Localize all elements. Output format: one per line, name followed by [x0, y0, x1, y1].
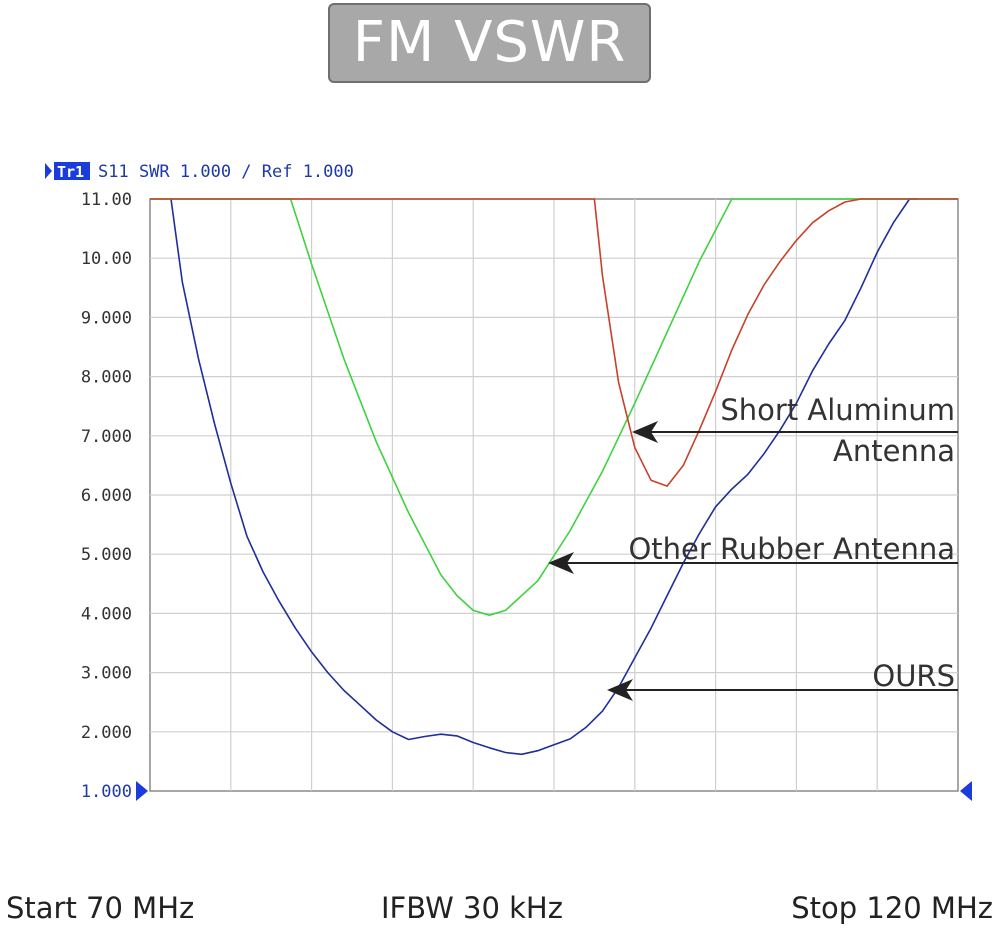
trace-header-text: S11 SWR 1.000 / Ref 1.000: [98, 162, 354, 182]
start-frequency: Start 70 MHz: [6, 891, 195, 925]
series-line-other-rubber-antenna: [150, 198, 958, 617]
annotation-label-other-rubber-antenna: Other Rubber Antenna: [628, 532, 955, 566]
stop-frequency: Stop 120 MHz: [791, 891, 993, 925]
title-box: FM VSWR: [328, 3, 651, 83]
chart-title: FM VSWR: [352, 10, 627, 75]
annotation-label-ours: OURS: [872, 659, 955, 693]
annotation-arrow-ours: [607, 679, 633, 701]
y-tick-label: 5.000: [81, 545, 132, 565]
trace-id-box: [54, 162, 90, 180]
annotation-label-short-aluminum-antenna: Short Aluminum: [720, 393, 955, 427]
y-tick-label: 4.000: [81, 604, 132, 624]
y-tick-label: 7.000: [81, 427, 132, 447]
y-tick-label: 9.000: [81, 308, 132, 328]
trace-id: Tr1: [57, 163, 84, 181]
y-tick-label: 1.000: [81, 782, 132, 802]
series-line-short-aluminum-antenna: [150, 198, 958, 487]
vswr-chart: 11.00 10.00 9.000 8.000 7.000 6.000 5.000 4.000…: [45, 162, 972, 802]
reference-marker-left: [136, 781, 148, 801]
y-tick-label: 11.00: [81, 190, 132, 210]
y-tick-label: 2.000: [81, 723, 132, 743]
y-tick-label: 8.000: [81, 368, 132, 388]
y-tick-label: 6.000: [81, 486, 132, 506]
trace-marker-icon: [45, 163, 52, 179]
y-tick-label: 3.000: [81, 664, 132, 684]
series-line-ours: [170, 198, 918, 756]
annotation-arrow-other-rubber-antenna: [548, 552, 574, 574]
y-tick-label: 10.00: [81, 249, 132, 269]
annotation-arrow-short-aluminum-antenna: [632, 421, 658, 443]
annotation-label-short-aluminum-antenna: Antenna: [833, 434, 955, 468]
reference-marker-right: [960, 781, 972, 801]
ifbw: IFBW 30 kHz: [381, 891, 563, 925]
